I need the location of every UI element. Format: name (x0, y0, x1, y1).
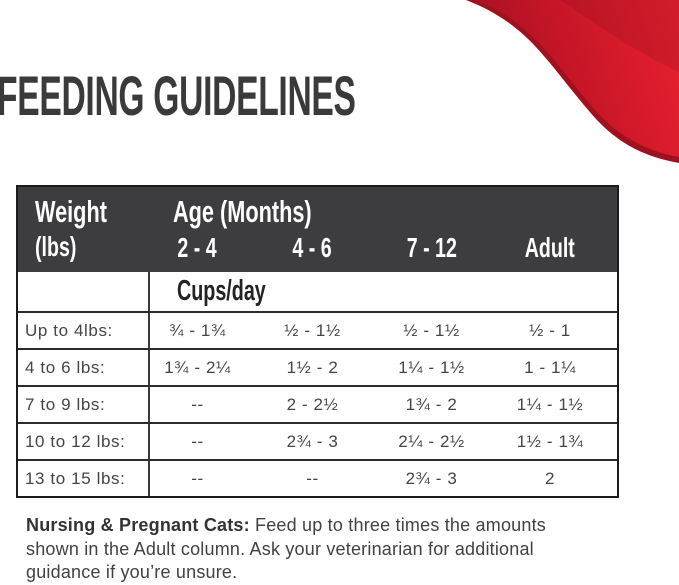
page-title: FEEDING GUIDELINES (0, 64, 356, 127)
header-age-columns: 2 - 4 4 - 6 7 - 12 Adult (150, 233, 617, 263)
row-weight-label: Up to 4lbs: (18, 313, 150, 348)
cell-value: -- (191, 394, 204, 414)
cell-value: 2¾ - 3 (286, 431, 339, 451)
row-weight-label: 7 to 9 lbs: (18, 387, 150, 422)
footnote-line: guidance if you’re unsure. (26, 562, 238, 582)
cell-value: -- (191, 431, 204, 451)
header-col-4-6: 4 - 6 (292, 232, 333, 263)
cell-value: 1½ - 1¾ (516, 431, 584, 451)
footnote-line: shown in the Adult column. Ask your vete… (26, 538, 534, 559)
header-weight: Weight (35, 194, 107, 229)
row-weight-label: 10 to 12 lbs: (18, 424, 150, 459)
units-label: Cups/day (177, 275, 266, 307)
units-row: Cups/day (18, 272, 617, 311)
table-row: 4 to 6 lbs: 1¾ - 2¼ 1½ - 2 1¼ - 1½ 1 - 1… (18, 348, 617, 385)
cell-value: -- (306, 468, 319, 488)
table-header: Weight (lbs) Age (Months) 2 - 4 4 - 6 7 … (18, 187, 617, 272)
cell-value: ½ - 1½ (284, 320, 341, 340)
table-row: Up to 4lbs: ¾ - 1¾ ½ - 1½ ½ - 1½ ½ - 1 (18, 311, 617, 348)
cell-value: ½ - 1 (529, 320, 571, 340)
cell-value: 2¼ - 2½ (398, 431, 465, 451)
cell-value: 1¾ - 2¼ (164, 357, 231, 377)
footnote-line: Nursing & Pregnant Cats: Feed up to thre… (26, 515, 546, 535)
cell-value: ¾ - 1¾ (169, 320, 226, 340)
cell-value: 1¼ - 1½ (398, 357, 465, 377)
footnote: Nursing & Pregnant Cats: Feed up to thre… (26, 514, 656, 585)
cell-value: 1 - 1¼ (524, 357, 576, 377)
feeding-guidelines-table: Weight (lbs) Age (Months) 2 - 4 4 - 6 7 … (16, 185, 619, 498)
cell-value: -- (191, 468, 204, 488)
row-weight-label: 13 to 15 lbs: (18, 461, 150, 496)
table-row: 13 to 15 lbs: -- -- 2¾ - 3 2 (18, 459, 617, 496)
cell-value: 1¼ - 1½ (516, 394, 584, 414)
header-col-7-12: 7 - 12 (406, 232, 457, 263)
header-age-months: Age (Months) (173, 194, 312, 229)
cell-value: 1¾ - 2 (405, 394, 458, 414)
red-swoosh-sheen (560, 0, 679, 72)
table-row: 10 to 12 lbs: -- 2¾ - 3 2¼ - 2½ 1½ - 1¾ (18, 422, 617, 459)
cell-value: 1½ - 2 (286, 357, 339, 377)
header-col-adult: Adult (524, 232, 576, 263)
cell-value: ½ - 1½ (403, 320, 460, 340)
header-weight-units: (lbs) (35, 231, 77, 262)
cell-value: 2¾ - 3 (405, 468, 458, 488)
red-swoosh-body (474, 0, 679, 157)
footnote-bold-label: Nursing & Pregnant Cats: (26, 515, 250, 535)
header-col-2-4: 2 - 4 (177, 232, 218, 263)
row-weight-label: 4 to 6 lbs: (18, 350, 150, 385)
table-row: 7 to 9 lbs: -- 2 - 2½ 1¾ - 2 1¼ - 1½ (18, 385, 617, 422)
units-row-weight-cell (18, 272, 150, 311)
cell-value: 2 (544, 468, 556, 488)
cell-value: 2 - 2½ (286, 394, 339, 414)
